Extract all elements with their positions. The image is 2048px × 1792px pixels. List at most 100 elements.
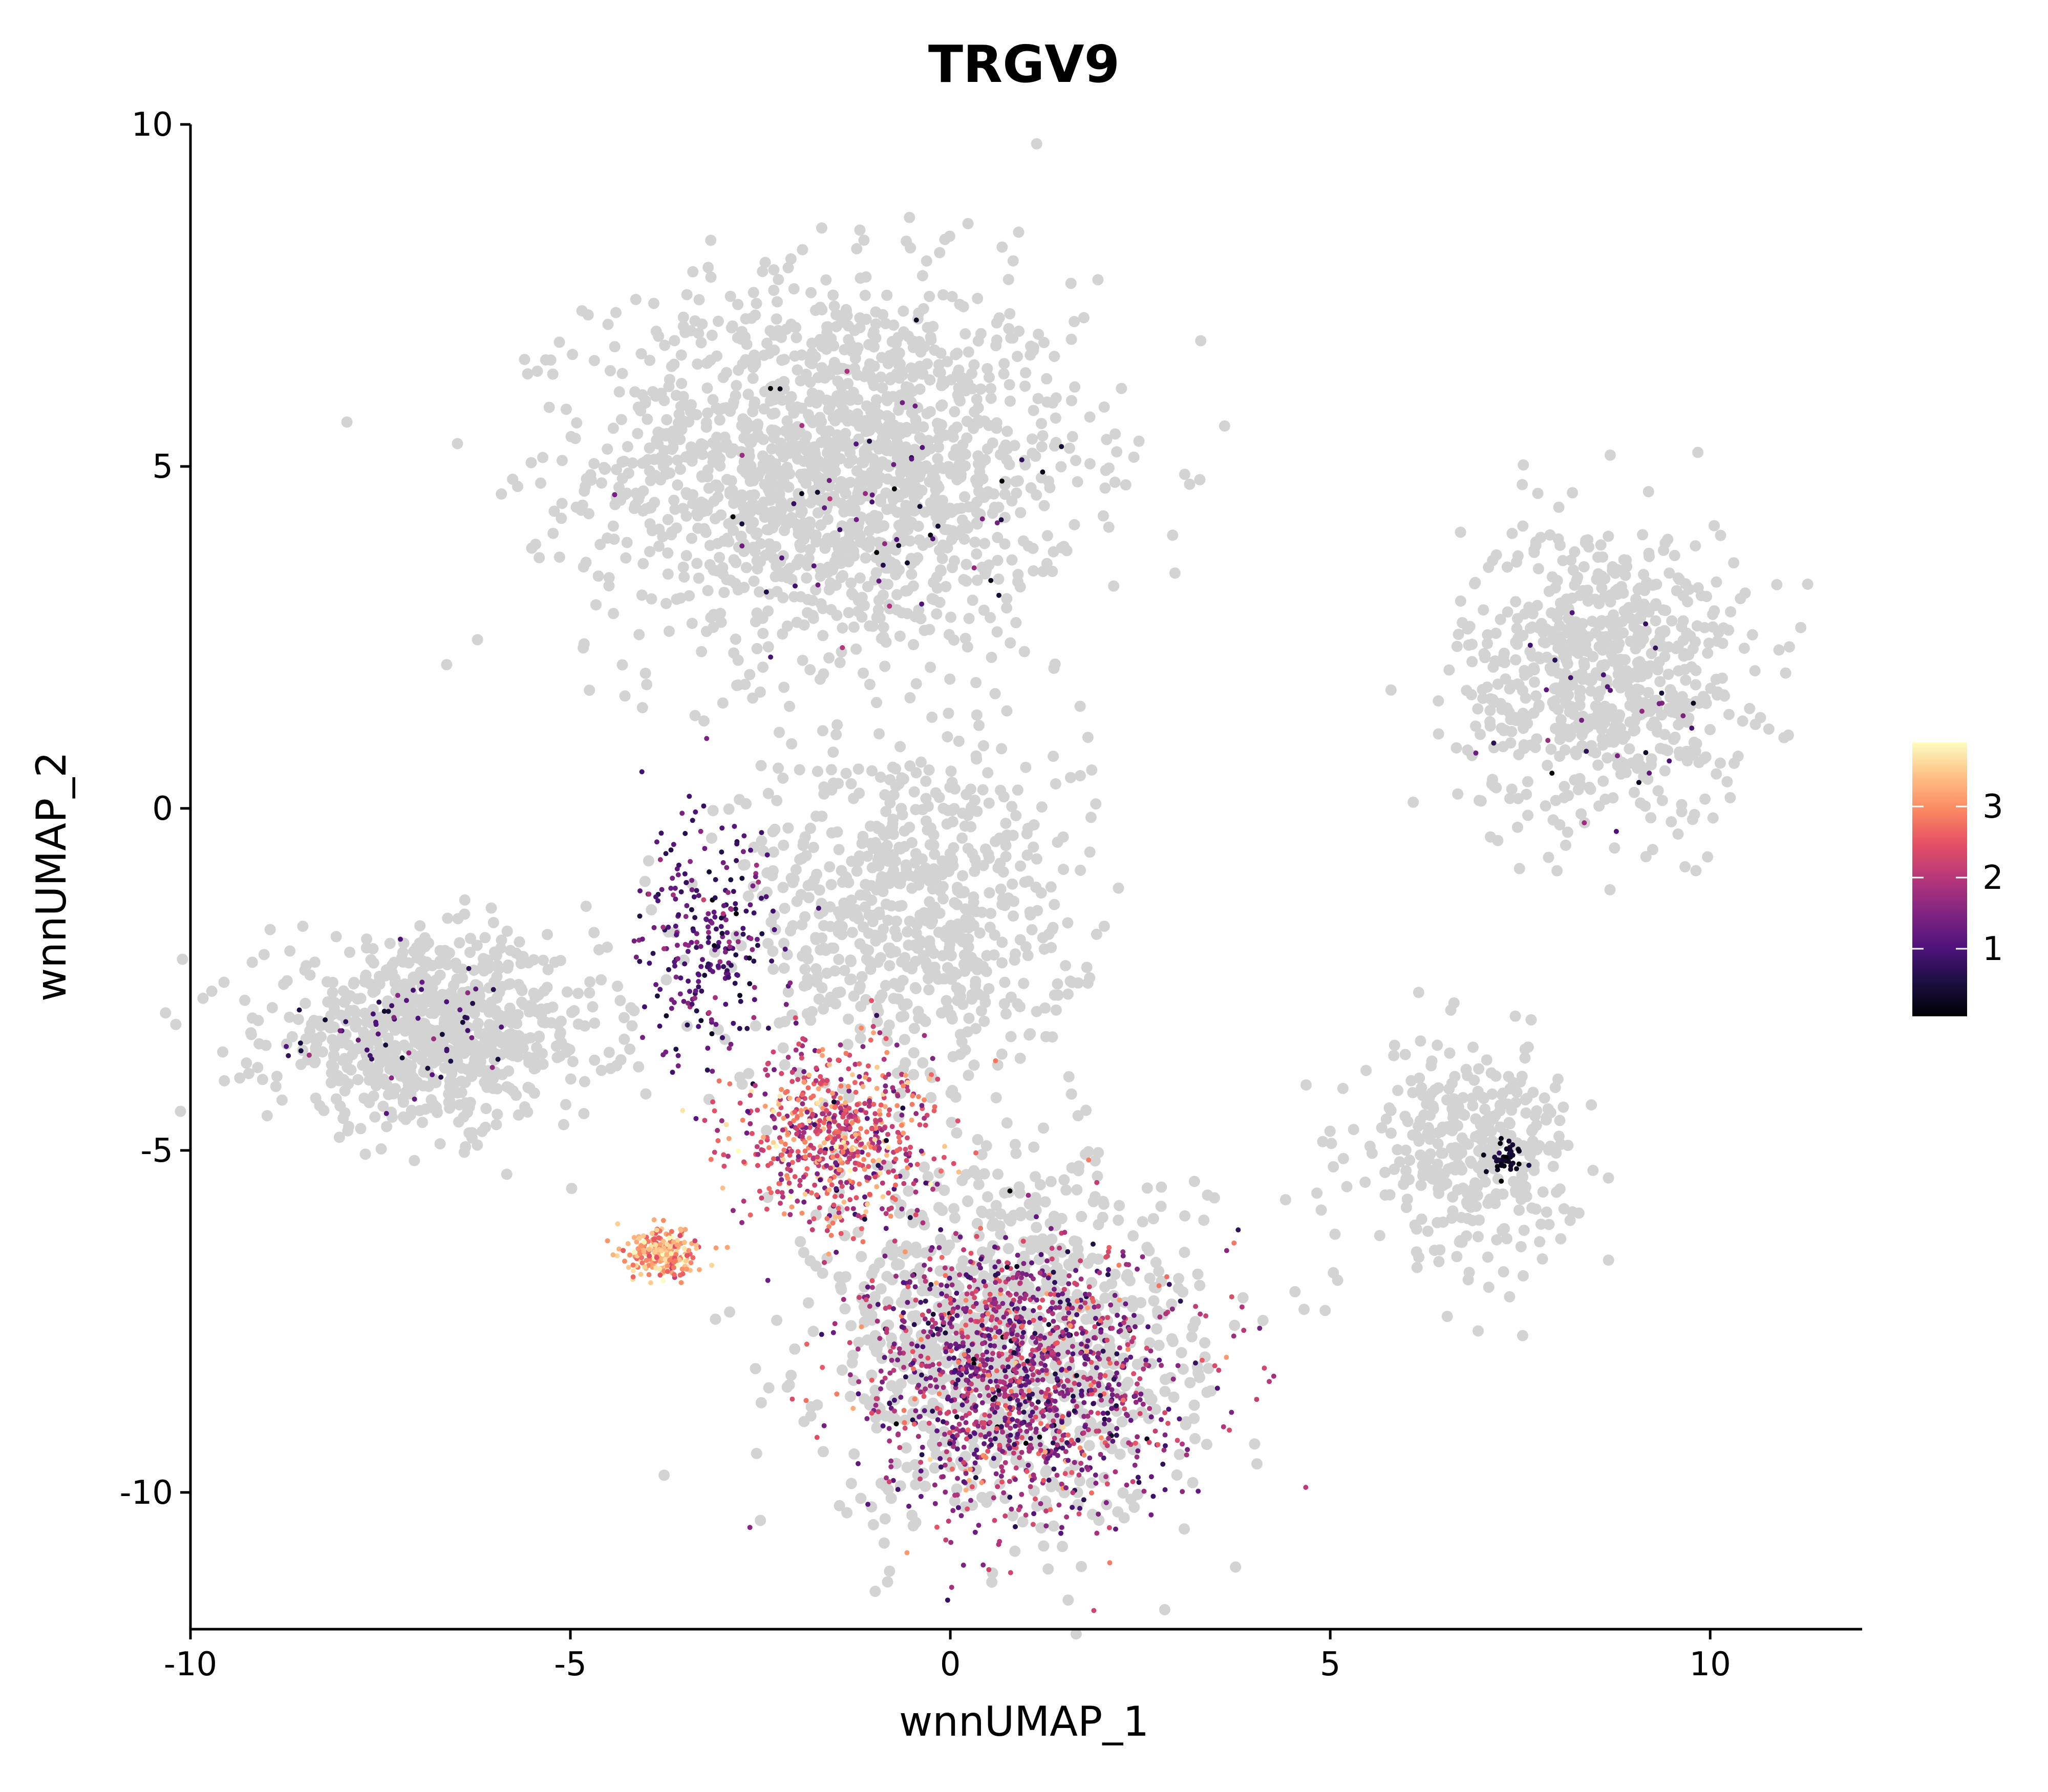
background-point [528, 987, 540, 999]
background-point [1014, 1187, 1026, 1199]
background-point [794, 764, 805, 776]
background-point [1510, 636, 1522, 648]
background-point [1452, 1149, 1464, 1161]
background-point [904, 211, 915, 223]
background-point [1504, 1118, 1516, 1129]
background-point [913, 460, 925, 472]
background-point [779, 903, 791, 914]
background-point [980, 843, 991, 855]
background-point [870, 318, 882, 330]
background-point [1459, 1136, 1470, 1148]
background-point [1531, 600, 1543, 611]
background-point [814, 412, 826, 423]
background-point [588, 927, 600, 938]
background-point [1167, 1336, 1179, 1348]
background-point [739, 859, 751, 870]
background-point [943, 708, 954, 719]
background-point [839, 1303, 851, 1315]
background-point [541, 982, 553, 993]
background-point [1006, 801, 1018, 813]
background-point [415, 945, 426, 956]
background-point [1650, 615, 1661, 627]
background-point [947, 562, 958, 573]
background-point [750, 616, 761, 628]
background-point [888, 828, 899, 840]
background-point [924, 896, 935, 908]
background-point [1496, 655, 1507, 667]
background-point [890, 569, 902, 581]
background-point [653, 540, 665, 552]
background-point [547, 368, 559, 380]
background-point [1199, 1337, 1211, 1349]
background-point [615, 1054, 627, 1065]
background-point [329, 1007, 340, 1019]
background-point [745, 499, 757, 511]
background-point [740, 424, 752, 436]
background-point [1542, 1103, 1554, 1115]
background-point [1101, 434, 1113, 445]
background-point [252, 1062, 264, 1073]
background-point [860, 552, 871, 564]
background-point [1598, 660, 1610, 672]
background-point [831, 719, 843, 731]
background-point [846, 927, 858, 938]
background-point [806, 337, 818, 349]
background-point [554, 1050, 566, 1062]
background-point [636, 702, 648, 714]
background-point [929, 464, 941, 476]
background-point [1549, 683, 1561, 695]
background-point [1512, 821, 1523, 833]
background-point [583, 508, 595, 520]
background-point [1538, 636, 1549, 648]
background-point [1522, 809, 1534, 821]
background-point [929, 1462, 941, 1474]
background-point [721, 367, 732, 378]
background-point [723, 803, 735, 815]
background-point [375, 1143, 387, 1155]
background-point [1004, 459, 1015, 471]
background-point [1289, 1286, 1301, 1297]
background-point [937, 289, 949, 301]
background-point [914, 360, 926, 372]
background-point [1707, 609, 1719, 620]
background-point [472, 1139, 483, 1151]
background-point [1644, 550, 1655, 562]
background-point [793, 528, 804, 540]
background-point [570, 501, 582, 513]
background-point [1447, 1112, 1459, 1123]
background-point [706, 329, 718, 341]
background-point [852, 763, 864, 775]
background-point [595, 974, 607, 986]
background-point [328, 1051, 340, 1062]
background-point [1488, 780, 1500, 792]
background-point [1462, 1274, 1474, 1286]
background-point [618, 1012, 630, 1023]
background-point [963, 1070, 974, 1081]
background-point [803, 552, 815, 564]
background-point [522, 1106, 534, 1118]
background-point [1251, 1458, 1263, 1470]
background-point [878, 622, 889, 633]
background-point [487, 916, 499, 928]
background-point [633, 1061, 645, 1073]
background-point [1407, 1087, 1419, 1099]
background-point [1179, 1523, 1190, 1535]
background-point [999, 900, 1011, 911]
background-point [1552, 533, 1564, 545]
background-point [751, 555, 763, 567]
background-point [991, 417, 1002, 429]
background-point [1508, 1176, 1519, 1187]
background-point [985, 612, 996, 624]
background-point [907, 1310, 919, 1322]
background-point [897, 809, 908, 821]
background-point [727, 320, 738, 332]
background-point [946, 966, 958, 978]
background-point [728, 443, 739, 455]
background-point [977, 784, 989, 796]
background-point [908, 786, 920, 798]
background-point [1401, 1193, 1413, 1205]
background-point [833, 778, 844, 790]
background-point [972, 292, 984, 304]
background-point [971, 709, 983, 721]
background-point [1607, 563, 1618, 574]
